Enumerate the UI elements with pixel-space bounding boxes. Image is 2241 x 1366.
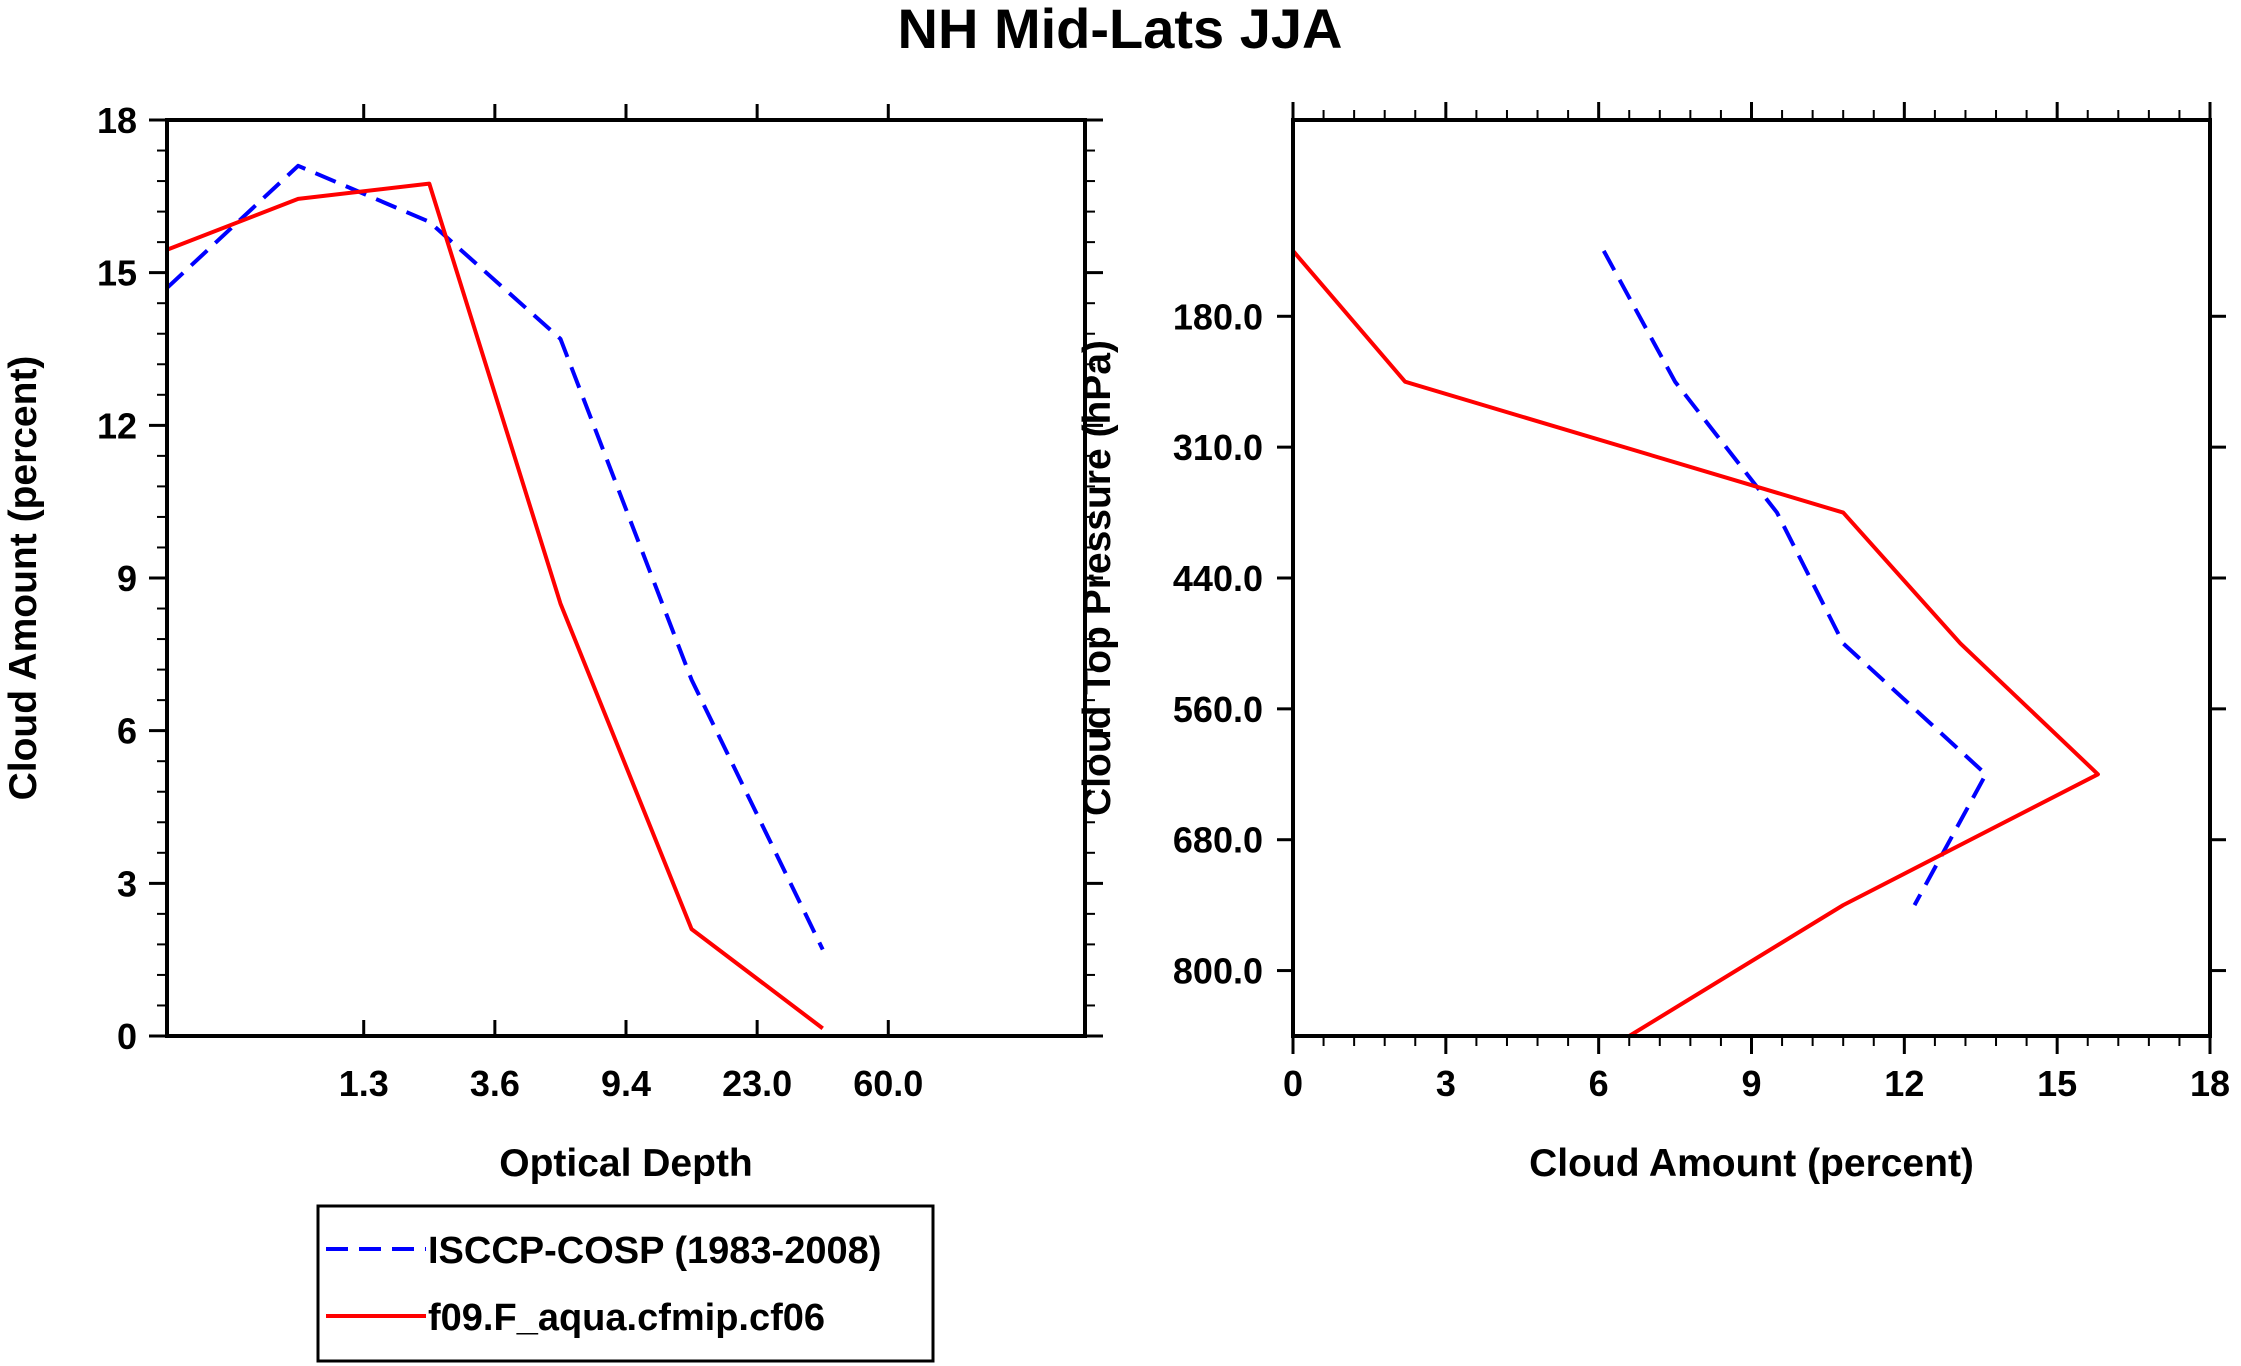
legend-label: f09.F_aqua.cfmip.cf06: [428, 1297, 825, 1339]
plot-frame: [165, 118, 1087, 1038]
x-tick-label: 60.0: [853, 1063, 923, 1104]
y-tick-label: 18: [97, 100, 137, 141]
y-tick-label: 0: [117, 1016, 137, 1057]
x-tick-label: 18: [2190, 1063, 2230, 1104]
y-tick-label: 310.0: [1173, 427, 1263, 468]
y-tick-label: 12: [97, 405, 137, 446]
x-tick-label: 15: [2037, 1063, 2077, 1104]
y-tick-label: 680.0: [1173, 820, 1263, 861]
x-tick-label: 9.4: [601, 1063, 651, 1104]
plot-frame: [1291, 118, 2212, 1038]
isccp-series-line: [1602, 249, 1988, 907]
x-tick-label: 23.0: [722, 1063, 792, 1104]
x-axis-label: Cloud Amount (percent): [1529, 1142, 1974, 1185]
y-axis-label: Cloud Top Pressure (hPa): [1076, 340, 1119, 816]
y-tick-label: 3: [117, 863, 137, 904]
x-tick-label: 3: [1436, 1063, 1456, 1104]
legend: ISCCP-COSP (1983-2008) f09.F_aqua.cfmip.c…: [316, 1204, 935, 1363]
y-axis-label: Cloud Amount (percent): [2, 356, 45, 801]
x-tick-label: 1.3: [339, 1063, 389, 1104]
legend-box: [316, 1204, 935, 1363]
model-series-line: [166, 181, 824, 1030]
y-tick-label: 800.0: [1173, 951, 1263, 992]
x-tick-label: 0: [1283, 1063, 1303, 1104]
y-tick-label: 560.0: [1173, 689, 1263, 730]
isccp-series-line: [165, 163, 825, 951]
x-axis-label: Optical Depth: [499, 1142, 753, 1185]
y-tick-label: 440.0: [1173, 558, 1263, 599]
y-tick-label: 15: [97, 253, 137, 294]
model-series-line: [1291, 249, 2100, 1038]
pressure-panel: 0 3 6 9 12 15 18 180.0 310.0 440.0 560.0 680.0 800.0…: [1076, 102, 2230, 1185]
x-tick-label: 6: [1589, 1063, 1609, 1104]
chart-title: NH Mid-Lats JJA: [898, 0, 1343, 60]
x-tick-label: 9: [1741, 1063, 1761, 1104]
y-tick-label: 180.0: [1173, 296, 1263, 337]
y-tick-label: 9: [117, 558, 137, 599]
y-tick-label: 6: [117, 711, 137, 752]
optical-depth-panel: 1.3 3.6 9.4 23.0 60.0 0 3 6 9 12 15 18 Optical Depth…: [2, 100, 1103, 1185]
x-tick-label: 12: [1884, 1063, 1924, 1104]
x-tick-label: 3.6: [470, 1063, 520, 1104]
legend-label: ISCCP-COSP (1983-2008): [428, 1230, 881, 1272]
